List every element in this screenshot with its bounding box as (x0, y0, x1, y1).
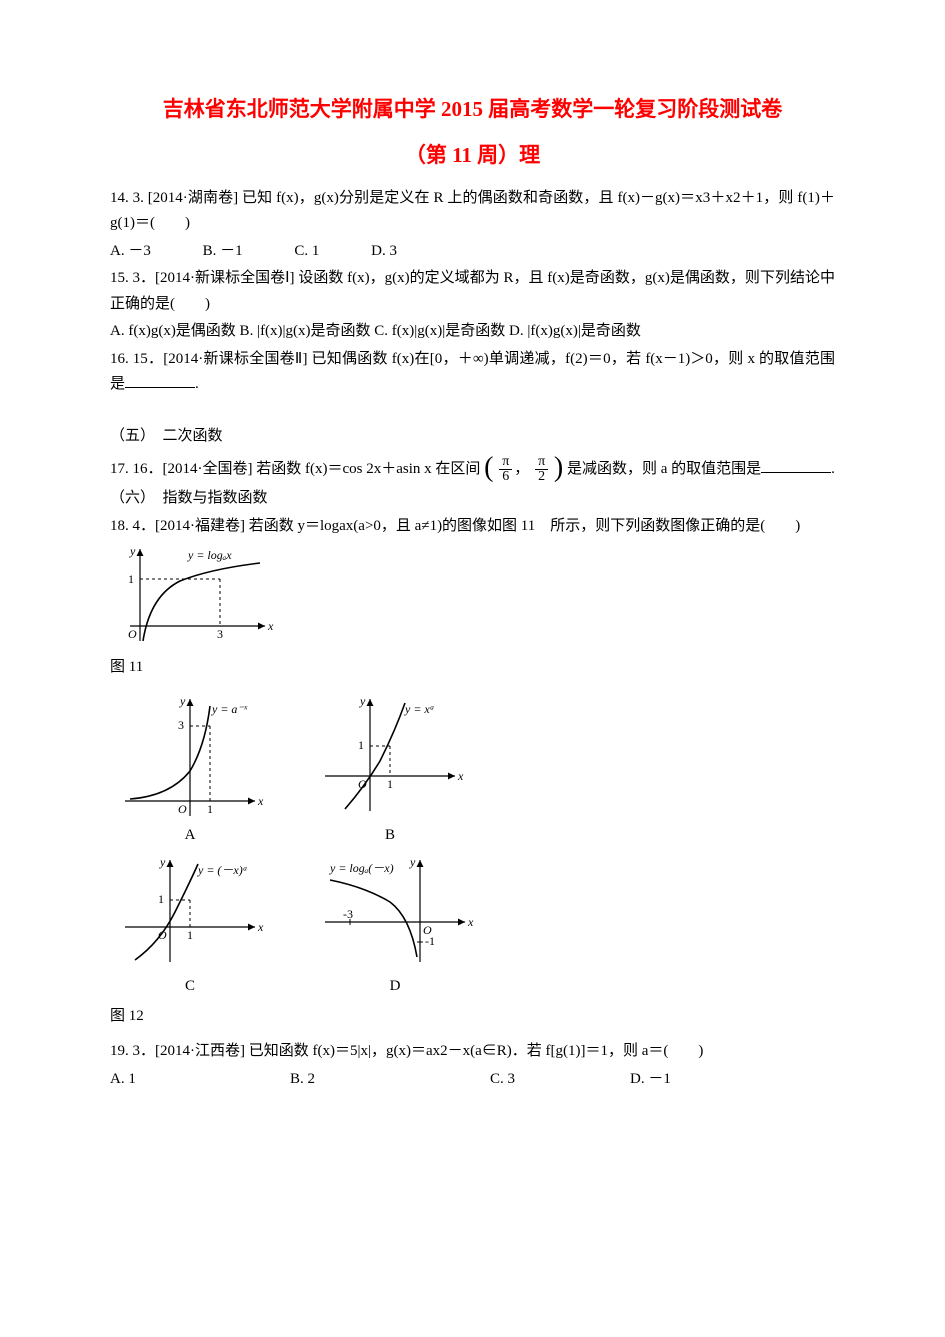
svg-text:O: O (158, 928, 167, 942)
q17-frac2: π 2 (535, 455, 548, 484)
page: 吉林省东北师范大学附属中学 2015 届高考数学一轮复习阶段测试卷 （第 11 … (0, 0, 945, 1337)
svg-text:x: x (257, 794, 264, 808)
svg-text:1: 1 (128, 572, 134, 586)
svg-text:x: x (467, 915, 474, 929)
q15-text: 15. 3．[2014·新课标全国卷Ⅰ] 设函数 f(x)，g(x)的定义域都为… (110, 266, 835, 317)
q17-text: 17. 16．[2014·全国卷] 若函数 f(x)＝cos 2x＋asin x… (110, 455, 835, 484)
q16-blank (125, 372, 195, 388)
fig12-A: 3 1 y x O y = a⁻ˣ A (110, 691, 270, 849)
svg-text:y: y (179, 694, 186, 708)
svg-text:y: y (129, 544, 136, 558)
q14-optB: B. －1 (203, 239, 243, 265)
q14-optC: C. 1 (294, 239, 319, 265)
svg-text:O: O (423, 923, 432, 937)
svg-text:1: 1 (207, 802, 213, 816)
q19-optC: C. 3 (490, 1067, 630, 1093)
q16-text-b: . (195, 376, 199, 392)
q16-text: 16. 15．[2014·新课标全国卷Ⅱ] 已知偶函数 f(x)在[0，＋∞)单… (110, 347, 835, 398)
section-5-heading: （五） 二次函数 (110, 424, 835, 450)
q16-text-a: 16. 15．[2014·新课标全国卷Ⅱ] 已知偶函数 f(x)在[0，＋∞)单… (110, 351, 835, 393)
svg-text:1: 1 (358, 738, 364, 752)
svg-text:3: 3 (217, 627, 223, 641)
svg-text:x: x (457, 769, 464, 783)
svg-text:1: 1 (187, 928, 193, 942)
section-6-heading: （六） 指数与指数函数 (110, 486, 835, 512)
q19-optD: D. －1 (630, 1067, 671, 1093)
svg-text:x: x (267, 619, 274, 633)
svg-text:y: y (409, 855, 416, 869)
q14-text: 14. 3. [2014·湖南卷] 已知 f(x)，g(x)分别是定义在 R 上… (110, 186, 835, 237)
q17-blank (761, 457, 831, 473)
fig11-caption: 图 1­1 (110, 655, 835, 681)
q19-optB: B. 2 (290, 1067, 490, 1093)
fig12-B: 1 1 y x O y = xᵃ B (310, 691, 470, 849)
svg-text:y = logₐx: y = logₐx (187, 548, 232, 562)
q17-text-c: . (831, 461, 835, 477)
svg-text:y = xᵃ: y = xᵃ (404, 702, 435, 716)
svg-text:y: y (159, 855, 166, 869)
q14-optA: A. －3 (110, 239, 151, 265)
q18-text: 18. 4．[2014·福建卷] 若函数 y＝logax(a>0，且 a≠1)的… (110, 514, 835, 540)
page-title-line2: （第 11 周）理 (110, 138, 835, 174)
svg-text:y = a⁻ˣ: y = a⁻ˣ (211, 702, 248, 716)
svg-text:O: O (178, 802, 187, 816)
svg-text:y: y (359, 694, 366, 708)
svg-text:y = logₐ(－x): y = logₐ(－x) (329, 861, 394, 875)
svg-text:-3: -3 (343, 907, 353, 921)
fig12-row1: 3 1 y x O y = a⁻ˣ A 1 1 y x O y = xᵃ (110, 691, 835, 849)
q17-interval: ( π 6 ， π 2 ) (484, 455, 563, 484)
fig12-B-label: B (310, 823, 470, 849)
svg-text:1: 1 (158, 892, 164, 906)
q14-optD: D. 3 (371, 239, 397, 265)
svg-text:3: 3 (178, 718, 184, 732)
q19-options: A. 1 B. 2 C. 3 D. －1 (110, 1067, 835, 1093)
fig12-D: -3 -1 y x O y = logₐ(－x) D (310, 852, 480, 1000)
fig12-D-label: D (310, 974, 480, 1000)
fig12-A-label: A (110, 823, 270, 849)
q15-options: A. f(x)g(x)是偶函数 B. |f(x)|g(x)是奇函数 C. f(x… (110, 319, 835, 345)
fig12-C: 1 1 y x O y = (－x)ᵃ C (110, 852, 270, 1000)
fig12-C-label: C (110, 974, 270, 1000)
q19-text: 19. 3．[2014·江西卷] 已知函数 f(x)＝5|x|，g(x)＝ax2… (110, 1039, 835, 1065)
svg-text:O: O (358, 777, 367, 791)
fig11-graph: 1 3 y x O y = logₐx (110, 541, 835, 651)
svg-text:x: x (257, 920, 264, 934)
svg-text:O: O (128, 627, 137, 641)
fig12-caption: 图 1­2 (110, 1004, 835, 1030)
q17-text-b: 是减函数，则 a 的取值范围是 (567, 461, 761, 477)
q17-text-a: 17. 16．[2014·全国卷] 若函数 f(x)＝cos 2x＋asin x… (110, 461, 480, 477)
q19-optA: A. 1 (110, 1067, 290, 1093)
svg-text:y = (－x)ᵃ: y = (－x)ᵃ (197, 863, 248, 877)
svg-text:1: 1 (387, 777, 393, 791)
q17-frac1: π 6 (499, 455, 512, 484)
fig12-row2: 1 1 y x O y = (－x)ᵃ C -3 -1 y x O (110, 852, 835, 1000)
page-title-line1: 吉林省东北师范大学附属中学 2015 届高考数学一轮复习阶段测试卷 (110, 90, 835, 130)
q14-options: A. －3 B. －1 C. 1 D. 3 (110, 239, 835, 265)
